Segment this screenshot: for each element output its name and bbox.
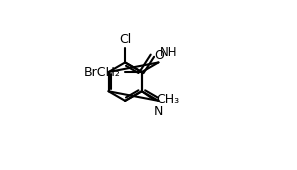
Text: N: N [154,105,163,118]
Text: NH: NH [159,46,177,59]
Text: CH₃: CH₃ [156,94,179,106]
Text: BrCH₂: BrCH₂ [84,66,121,79]
Text: O: O [154,49,164,62]
Text: Cl: Cl [119,33,131,46]
